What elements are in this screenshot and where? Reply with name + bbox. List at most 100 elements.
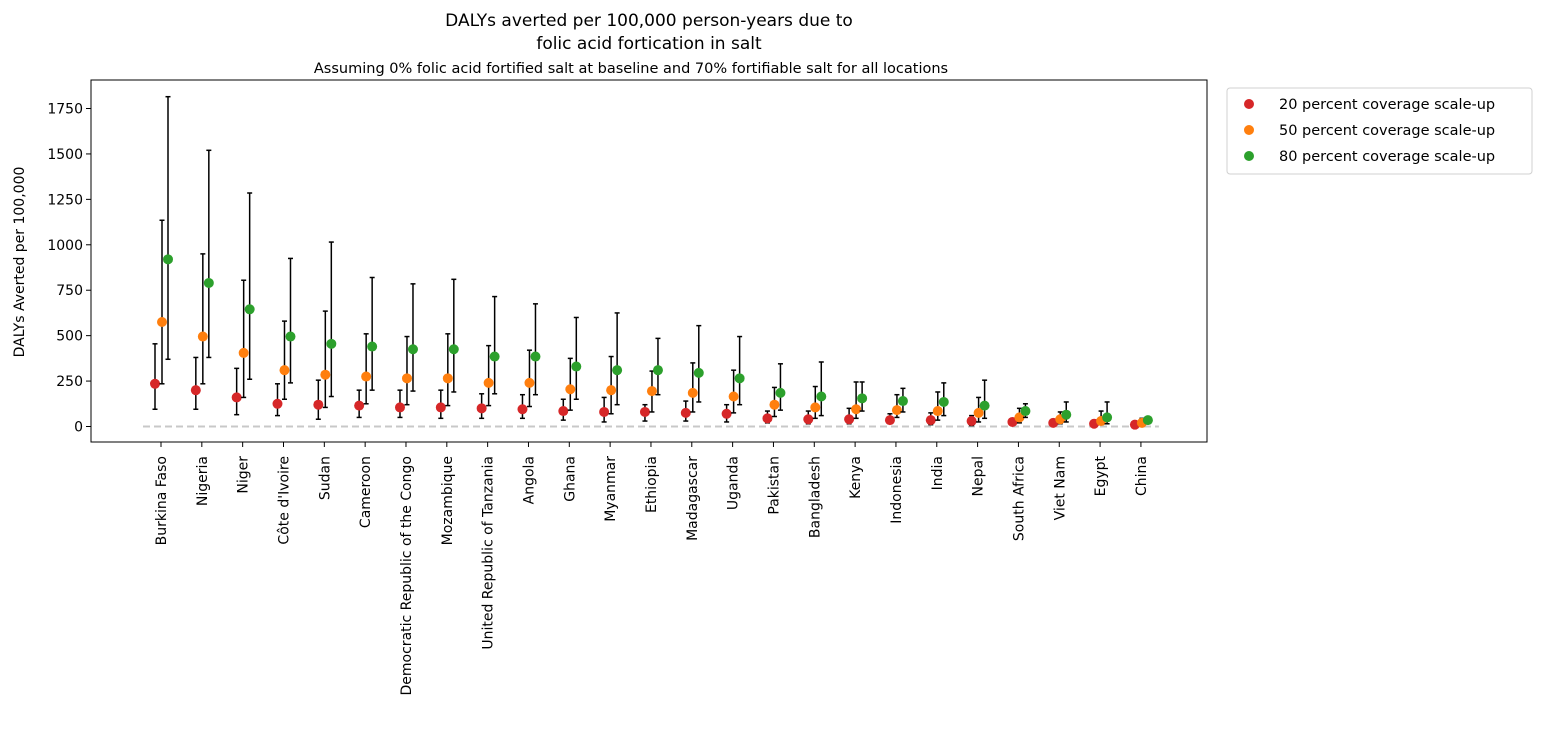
data-point — [775, 387, 786, 398]
data-point — [762, 413, 773, 424]
data-point — [1102, 412, 1113, 423]
data-point — [979, 400, 990, 411]
data-point — [816, 391, 827, 402]
data-point — [652, 365, 663, 376]
data-point — [394, 402, 405, 413]
data-point — [448, 344, 459, 355]
data-point — [238, 347, 249, 358]
data-point — [687, 387, 698, 398]
y-tick-label: 1000 — [47, 238, 83, 254]
legend-frame — [1226, 87, 1533, 175]
series-3 — [163, 95, 1153, 426]
data-point — [973, 407, 984, 418]
data-point — [693, 367, 704, 378]
data-point — [606, 385, 617, 396]
x-tick-label: Pakistan — [766, 456, 782, 515]
data-point — [851, 404, 862, 415]
data-point — [203, 277, 214, 288]
x-tick-label: Democratic Republic of the Congo — [399, 456, 415, 695]
chart-title-line-1: DALYs averted per 100,000 person-years d… — [445, 11, 853, 31]
data-point — [810, 402, 821, 413]
x-tick-label: Cameroon — [358, 456, 374, 528]
x-tick-label: China — [1134, 456, 1150, 496]
data-point — [565, 384, 576, 395]
legend-marker — [1244, 151, 1254, 161]
x-tick-label: India — [930, 456, 946, 490]
x-tick-label: Ethiopia — [644, 456, 660, 513]
data-point — [844, 414, 855, 425]
y-tick-label: 250 — [56, 374, 83, 390]
x-tick-label: Kenya — [848, 456, 864, 499]
data-point — [571, 361, 582, 372]
data-point — [857, 393, 868, 404]
data-point — [157, 317, 167, 328]
legend-marker — [1244, 125, 1254, 135]
data-point — [1020, 406, 1031, 417]
x-tick-label: Burkina Faso — [154, 456, 170, 545]
data-point — [612, 365, 623, 376]
data-point — [932, 406, 943, 417]
y-tick-label: 500 — [56, 329, 83, 345]
y-axis-label: DALYs Averted per 100,000 — [12, 167, 28, 358]
data-point — [407, 344, 418, 355]
x-tick-label: Nepal — [971, 456, 987, 496]
data-point — [435, 402, 446, 413]
data-point — [244, 304, 255, 315]
data-point — [354, 400, 365, 411]
y-tick-label: 1500 — [47, 147, 83, 163]
data-point — [558, 406, 569, 417]
data-point — [721, 408, 732, 419]
data-point — [803, 414, 814, 425]
data-point — [313, 399, 324, 410]
data-point — [476, 403, 487, 414]
data-point — [884, 415, 895, 426]
data-point — [646, 386, 657, 397]
data-point — [231, 392, 242, 403]
data-point — [1014, 412, 1025, 423]
data-point — [483, 377, 494, 388]
legend-label: 80 percent coverage scale-up — [1279, 149, 1495, 165]
y-tick-label: 0 — [74, 420, 83, 436]
data-point — [524, 377, 535, 388]
data-point — [925, 415, 936, 426]
x-tick-label: Ghana — [562, 456, 578, 502]
data-point — [279, 365, 290, 376]
data-point — [728, 391, 739, 402]
data-point — [489, 351, 500, 362]
legend-label: 20 percent coverage scale-up — [1279, 97, 1495, 113]
data-point — [891, 405, 902, 416]
data-point — [320, 369, 331, 380]
x-tick-label: Côte d'Ivoire — [276, 456, 292, 545]
data-point — [938, 396, 949, 407]
data-point — [680, 407, 691, 418]
y-tick-label: 1750 — [47, 102, 83, 118]
data-point — [769, 399, 780, 410]
x-tick-label: Indonesia — [889, 456, 905, 524]
x-tick-label: Bangladesh — [807, 456, 823, 538]
x-tick-label: Nigeria — [195, 456, 211, 506]
x-tick-label: South Africa — [1011, 456, 1027, 541]
data-point — [163, 254, 173, 265]
y-tick-label: 1250 — [47, 192, 83, 208]
series-2 — [157, 219, 1147, 428]
chart-title-line-2: folic acid fortication in salt — [536, 34, 762, 54]
data-point — [639, 406, 650, 417]
x-tick-label: Uganda — [726, 456, 742, 510]
data-point — [197, 331, 208, 342]
data-point — [1142, 415, 1153, 426]
data-point — [442, 373, 453, 384]
data-point — [401, 373, 412, 384]
y-tick-label: 750 — [56, 283, 83, 299]
legend-marker — [1244, 99, 1254, 109]
x-tick-label: Viet Nam — [1052, 456, 1068, 520]
x-tick-label: Egypt — [1093, 456, 1109, 497]
series-1 — [150, 343, 1140, 430]
data-point — [1061, 409, 1072, 420]
chart-subtitle: Assuming 0% folic acid fortified salt at… — [314, 61, 948, 77]
legend: 20 percent coverage scale-up 50 percent c… — [1226, 87, 1533, 175]
x-tick-label: Sudan — [317, 456, 333, 500]
data-point — [530, 351, 541, 362]
data-point — [367, 341, 378, 352]
axes-frame — [90, 79, 1208, 443]
